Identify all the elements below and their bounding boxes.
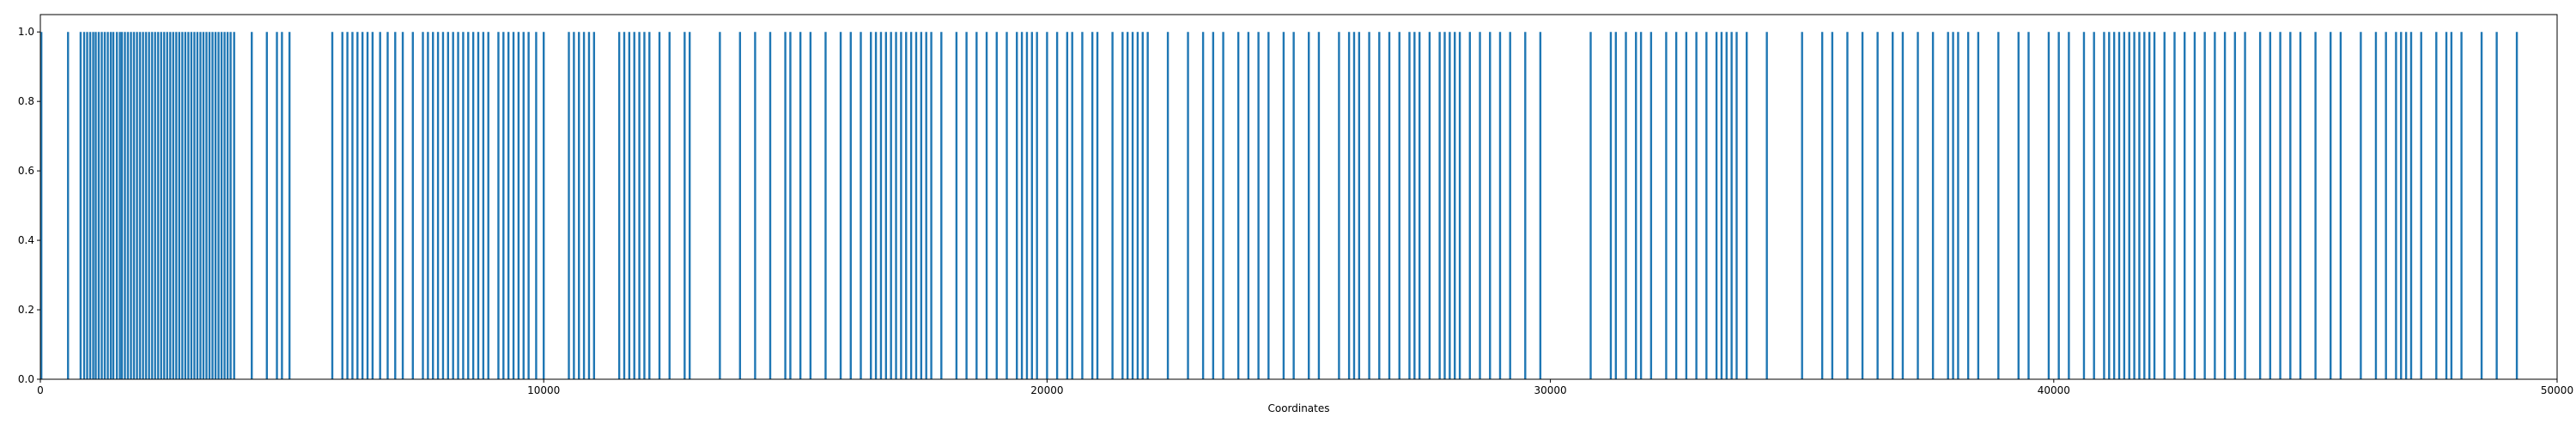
x-tick-label: 0 xyxy=(37,384,44,396)
bars-layer xyxy=(39,32,2518,379)
x-tick-label: 10000 xyxy=(527,384,560,396)
y-tick-label: 0.8 xyxy=(18,95,34,107)
y-tick-label: 0.6 xyxy=(18,165,34,177)
x-tick-label: 40000 xyxy=(2038,384,2070,396)
x-tick-label: 30000 xyxy=(1534,384,1567,396)
plot-frame xyxy=(39,14,2558,380)
y-tick-label: 1.0 xyxy=(18,26,34,38)
y-tick-label: 0.2 xyxy=(18,304,34,316)
x-axis-ticks: 0 10000 20000 30000 40000 50000 xyxy=(37,379,2573,396)
axes-layer: 0 10000 20000 30000 40000 50000 0.00.20.40.60… xyxy=(18,14,2573,414)
y-axis-ticks: 0.0 0.2 0.4 0.6 0.8 1.0 xyxy=(18,26,40,385)
y-tick-label: 0.0 xyxy=(18,373,34,385)
x-tick-label: 20000 xyxy=(1030,384,1063,396)
y-tick-label: 0.4 xyxy=(18,234,34,246)
x-axis-label: Coordinates xyxy=(1267,402,1329,414)
x-tick-label: 50000 xyxy=(2541,384,2573,396)
